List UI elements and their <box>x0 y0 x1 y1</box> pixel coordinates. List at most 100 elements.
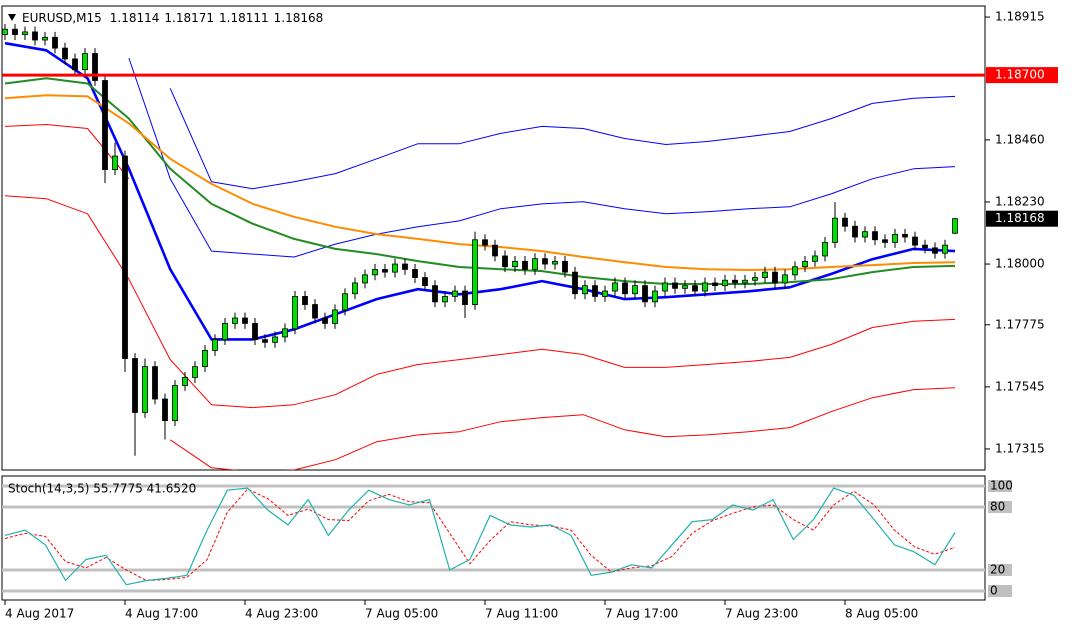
candle-body <box>552 260 558 265</box>
y-tick-label: 1.17545 <box>995 379 1045 393</box>
y-tick-label: 1.18460 <box>995 132 1045 146</box>
candle-body <box>712 282 718 287</box>
candle-body <box>722 279 728 287</box>
candle-body <box>352 282 358 295</box>
stoch-tick-bg <box>988 585 1012 597</box>
main-panel <box>1 5 986 471</box>
header-low: 1.18111 <box>219 11 269 25</box>
candle-body <box>302 296 308 305</box>
menu-arrow[interactable] <box>8 14 16 21</box>
candle-body <box>182 377 188 386</box>
stoch-main <box>4 487 956 586</box>
candle-body <box>372 269 378 276</box>
candle-body <box>492 244 498 257</box>
candle-body <box>782 274 788 284</box>
candle-body <box>532 258 538 270</box>
candle-body <box>402 263 408 270</box>
candle-body <box>812 255 818 262</box>
y-tick-label: 1.18000 <box>995 257 1045 271</box>
candle-body <box>412 269 418 278</box>
candle-body <box>882 239 888 243</box>
candle-body <box>892 233 898 243</box>
stoch-tick-label: 20 <box>990 563 1005 577</box>
candle-body <box>252 323 258 341</box>
candle-body <box>912 236 918 246</box>
candle-body <box>482 239 488 246</box>
candle-body <box>172 385 178 422</box>
candle-body <box>932 247 938 254</box>
x-tick-label: 4 Aug 23:00 <box>245 607 318 621</box>
candle-body <box>692 285 698 292</box>
candle-body <box>292 296 298 330</box>
candle-body <box>392 263 398 273</box>
candle-body <box>92 53 98 81</box>
candle-body <box>112 155 118 170</box>
y-tick-label: 1.18230 <box>995 194 1045 208</box>
stoch-tick-label: 0 <box>990 584 998 598</box>
header-open: 1.18114 <box>110 11 160 25</box>
candle-body <box>772 271 778 284</box>
price-level-box <box>986 67 1058 84</box>
candle-body <box>122 155 128 359</box>
y-tick-label: 1.18915 <box>995 10 1045 24</box>
moving-average <box>4 77 956 285</box>
candle-body <box>682 285 688 289</box>
candle-body <box>332 309 338 324</box>
stoch-tick-bg <box>988 501 1012 513</box>
candle-body <box>452 290 458 297</box>
x-tick-label: 7 Aug 05:00 <box>365 607 438 621</box>
stoch-tick-label: 100 <box>990 479 1013 493</box>
last-price-label: 1.18168 <box>995 211 1045 225</box>
main-plot <box>2 23 985 470</box>
chart-header: EURUSD,M15 1.18114 1.18171 1.18111 1.18168 <box>22 11 323 25</box>
candle-body <box>502 255 508 268</box>
stoch-plot <box>2 484 985 593</box>
candle-body <box>652 290 658 303</box>
candle-body <box>62 47 68 60</box>
candle-body <box>132 358 138 413</box>
candle-body <box>362 274 368 284</box>
candle-body <box>282 328 288 338</box>
price-level-label: 1.18700 <box>995 68 1045 82</box>
candle-body <box>832 217 838 243</box>
candle-body <box>902 233 908 238</box>
candle-body <box>562 260 568 273</box>
stoch-label: Stoch(14,3,5) 55.7775 41.6520 <box>8 482 196 496</box>
candle-body <box>22 31 28 36</box>
candle-body <box>232 317 238 324</box>
candle-body <box>572 271 578 295</box>
candle-body <box>522 260 528 270</box>
candle-body <box>862 231 868 238</box>
candle-body <box>702 282 708 292</box>
candle-body <box>872 231 878 241</box>
candle-body <box>732 279 738 284</box>
candle-body <box>642 285 648 303</box>
candle-body <box>952 218 958 234</box>
candle-body <box>672 282 678 289</box>
candle-body <box>432 285 438 303</box>
candle-body <box>632 285 638 295</box>
y-tick-label: 1.17315 <box>995 441 1045 455</box>
candle-body <box>662 282 668 292</box>
band-line <box>4 195 956 409</box>
x-tick-label: 4 Aug 2017 <box>5 607 74 621</box>
candle-body <box>322 317 328 324</box>
candle-body <box>242 317 248 324</box>
candle-body <box>462 290 468 305</box>
candle-body <box>272 336 278 343</box>
candle-body <box>102 80 108 170</box>
candle-body <box>542 258 548 265</box>
candle-body <box>72 58 78 71</box>
candle-body <box>152 366 158 400</box>
stoch-tick-bg <box>988 480 1012 492</box>
candle-body <box>922 244 928 249</box>
candle-body <box>762 271 768 278</box>
candle-body <box>142 366 148 413</box>
y-tick-label: 1.17775 <box>995 317 1045 331</box>
x-tick-label: 7 Aug 11:00 <box>485 607 558 621</box>
candle-body <box>202 350 208 368</box>
x-tick-label: 7 Aug 23:00 <box>725 607 798 621</box>
candle-body <box>52 36 58 49</box>
candle-body <box>852 225 858 238</box>
candle-body <box>792 266 798 276</box>
